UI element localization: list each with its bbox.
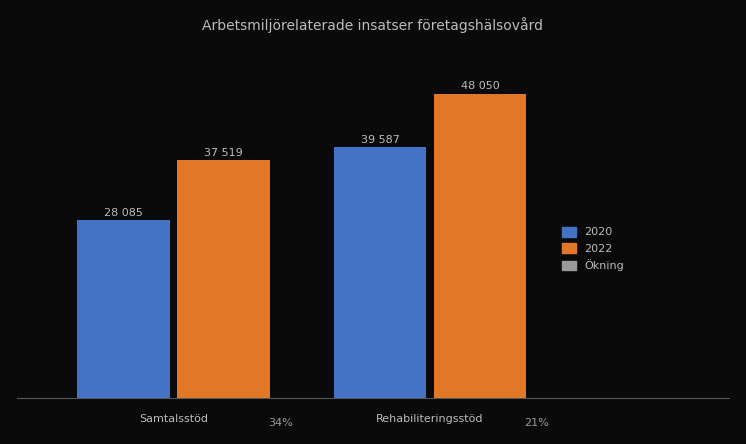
Bar (333, 147, 427, 398)
Text: 34%: 34% (268, 418, 292, 428)
Text: 39 587: 39 587 (360, 135, 400, 145)
Text: 21%: 21% (524, 418, 549, 428)
Bar (433, 94, 526, 398)
Legend: 2020, 2022, Ökning: 2020, 2022, Ökning (557, 221, 630, 277)
Bar (177, 160, 269, 398)
Text: 37 519: 37 519 (204, 148, 242, 158)
Text: 28 085: 28 085 (104, 208, 143, 218)
Text: 48 050: 48 050 (460, 81, 499, 91)
Title: Arbetsmiljörelaterade insatser företagshälsovård: Arbetsmiljörelaterade insatser företagsh… (202, 17, 544, 32)
Bar (78, 220, 170, 398)
